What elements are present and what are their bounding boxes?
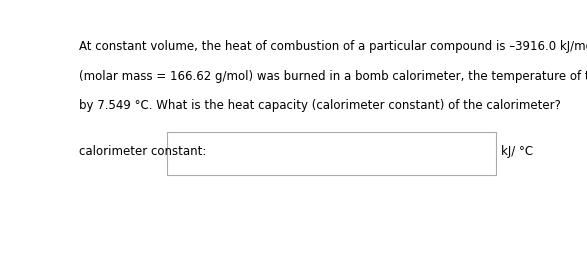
Text: At constant volume, the heat of combustion of a particular compound is –3916.0 k: At constant volume, the heat of combusti… <box>79 40 587 53</box>
Text: by 7.549 °C. What is the heat capacity (calorimeter constant) of the calorimeter: by 7.549 °C. What is the heat capacity (… <box>79 99 561 112</box>
Text: kJ/ °C: kJ/ °C <box>501 145 533 158</box>
Bar <box>167 132 497 175</box>
Text: (molar mass = 166.62 g/mol) was burned in a bomb calorimeter, the temperature of: (molar mass = 166.62 g/mol) was burned i… <box>79 69 587 82</box>
Text: calorimeter constant:: calorimeter constant: <box>79 145 206 158</box>
